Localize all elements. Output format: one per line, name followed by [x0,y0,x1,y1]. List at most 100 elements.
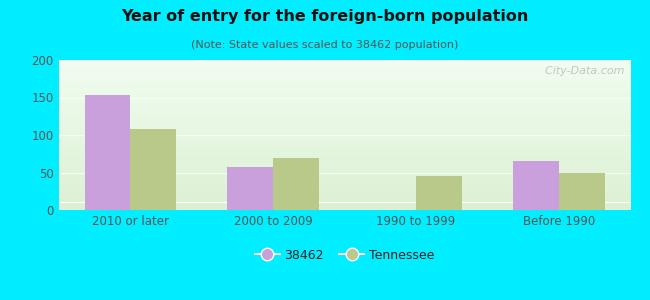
Bar [58,69,630,70]
Bar [58,99,630,100]
Bar [513,161,559,210]
Bar [58,160,630,161]
Bar [58,85,630,86]
Bar [58,164,630,165]
Bar [58,170,630,171]
Bar [58,72,630,73]
Bar [58,105,630,106]
Bar [58,123,630,124]
Bar [58,104,630,105]
Bar [58,87,630,88]
Bar [58,137,630,138]
Bar [58,144,630,145]
Bar [58,98,630,99]
Bar [58,177,630,178]
Bar [58,92,630,93]
Bar [58,66,630,67]
Bar [58,169,630,170]
Bar [58,174,630,175]
Bar [58,79,630,80]
Bar [58,167,630,168]
Bar [559,173,604,210]
Bar [58,102,630,103]
Bar [58,82,630,83]
Bar [58,124,630,125]
Bar [58,190,630,191]
Bar [58,117,630,118]
Bar [58,171,630,172]
Bar [58,107,630,108]
Bar [58,202,630,203]
Bar [58,146,630,147]
Bar [58,191,630,192]
Bar [58,145,630,146]
Bar [58,162,630,163]
Bar [58,86,630,87]
Bar [58,70,630,71]
Bar [58,161,630,162]
Legend: 38462, Tennessee: 38462, Tennessee [250,244,439,267]
Bar [58,101,630,102]
Bar [58,153,630,154]
Bar [58,96,630,97]
Bar [58,158,630,159]
Bar [58,63,630,64]
Bar [58,65,630,66]
Bar [58,76,630,77]
Bar [58,207,630,208]
Bar [58,197,630,198]
Bar [58,201,630,202]
Bar [58,85,630,86]
Bar [58,143,630,144]
Bar [58,136,630,137]
Bar [58,208,630,209]
Bar [58,202,630,203]
Bar [58,127,630,128]
Bar [58,73,630,74]
Bar [58,89,630,90]
Bar [58,176,630,177]
Bar [58,128,630,129]
Bar [58,91,630,92]
Bar [58,74,630,75]
Bar [58,185,630,186]
Bar [58,192,630,193]
Bar [58,83,630,84]
Bar [58,100,630,101]
Bar [58,100,630,101]
Bar [58,198,630,199]
Bar [58,126,630,127]
Bar [58,68,630,69]
Bar [58,204,630,205]
Bar [58,115,630,116]
Bar [58,178,630,179]
Bar [58,189,630,190]
Bar [58,108,630,109]
Bar [58,67,630,68]
Bar [58,203,630,204]
Bar [58,122,630,123]
Bar [58,175,630,176]
Bar [273,158,318,210]
Bar [58,77,630,78]
Bar [58,148,630,149]
Bar [58,179,630,180]
Bar [58,199,630,200]
Bar [58,135,630,136]
Bar [58,149,630,150]
Bar [58,125,630,126]
Bar [58,62,630,63]
Bar [58,113,630,114]
Bar [58,205,630,206]
Bar [58,106,630,107]
Bar [58,116,630,117]
Bar [58,82,630,83]
Bar [58,151,630,152]
Bar [58,75,630,76]
Bar [58,97,630,98]
Bar [58,112,630,113]
Bar [58,84,630,85]
Bar [58,188,630,189]
Bar [58,194,630,195]
Bar [58,118,630,119]
